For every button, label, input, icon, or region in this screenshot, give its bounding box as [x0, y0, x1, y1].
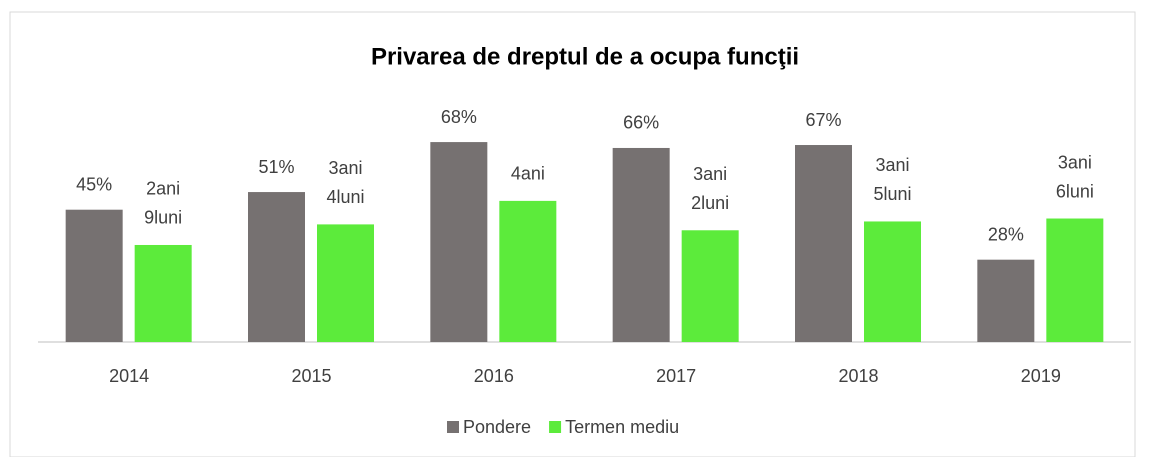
bar — [430, 142, 488, 342]
legend-swatch — [447, 421, 459, 433]
data-label: 67% — [805, 110, 841, 130]
legend-swatch — [549, 421, 562, 433]
data-label: 2luni — [691, 193, 729, 213]
bar — [317, 224, 374, 342]
bar — [681, 230, 739, 342]
bar — [1046, 218, 1104, 342]
x-tick-label: 2016 — [474, 366, 514, 386]
data-label: 4ani — [511, 164, 545, 184]
legend-label: Termen mediu — [565, 417, 679, 437]
data-label: 3ani — [1058, 152, 1092, 172]
data-label: 28% — [988, 224, 1024, 244]
data-label: 45% — [76, 174, 112, 194]
x-tick-label: 2014 — [109, 366, 149, 386]
data-label: 51% — [258, 157, 294, 177]
chart-border — [9, 11, 1136, 457]
data-label: 6luni — [1056, 181, 1094, 201]
data-label: 3ani — [875, 155, 909, 175]
data-label: 68% — [441, 107, 477, 127]
data-label: 2ani — [146, 179, 180, 199]
chart-title: Privarea de dreptul de a ocupa funcţii — [371, 43, 799, 70]
x-tick-label: 2019 — [1021, 366, 1061, 386]
data-label: 9luni — [144, 208, 182, 228]
bar — [795, 145, 852, 342]
bar — [248, 192, 305, 342]
bar — [65, 209, 123, 342]
data-label: 3ani — [328, 158, 362, 178]
bar — [612, 147, 670, 342]
bar — [864, 221, 921, 342]
legend-label: Pondere — [463, 417, 531, 437]
data-label: 3ani — [693, 164, 727, 184]
bar — [499, 200, 557, 342]
x-tick-label: 2017 — [656, 366, 696, 386]
data-label: 5luni — [873, 184, 911, 204]
data-label: 66% — [623, 113, 659, 133]
x-tick-label: 2018 — [838, 366, 878, 386]
x-tick-label: 2015 — [291, 366, 331, 386]
bar — [977, 259, 1035, 342]
data-label: 4luni — [326, 187, 364, 207]
bar — [134, 244, 192, 342]
